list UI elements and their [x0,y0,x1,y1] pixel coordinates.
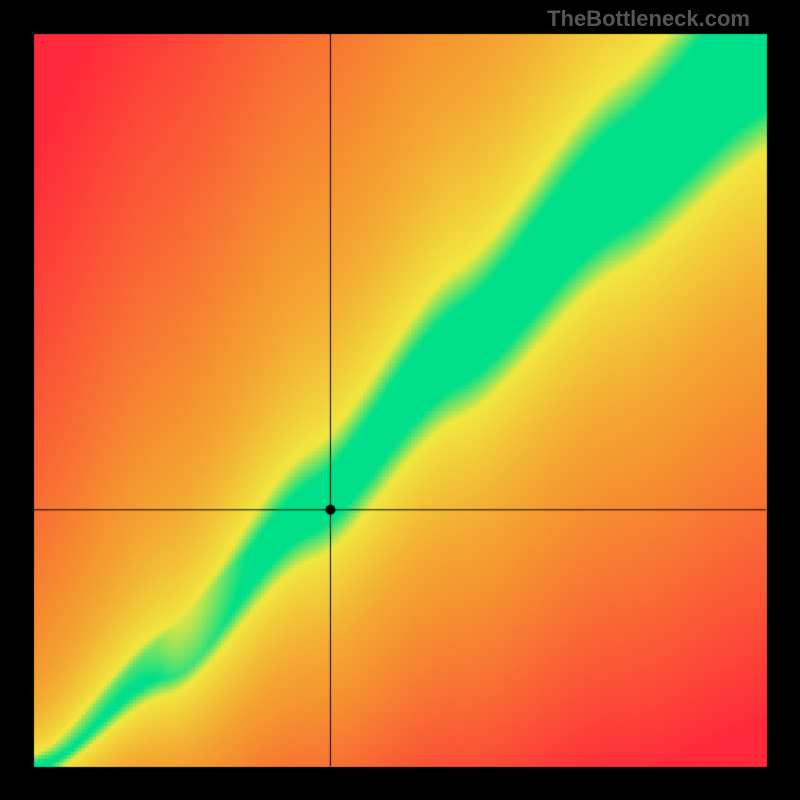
watermark-text: TheBottleneck.com [547,6,750,32]
bottleneck-heatmap [0,0,800,800]
